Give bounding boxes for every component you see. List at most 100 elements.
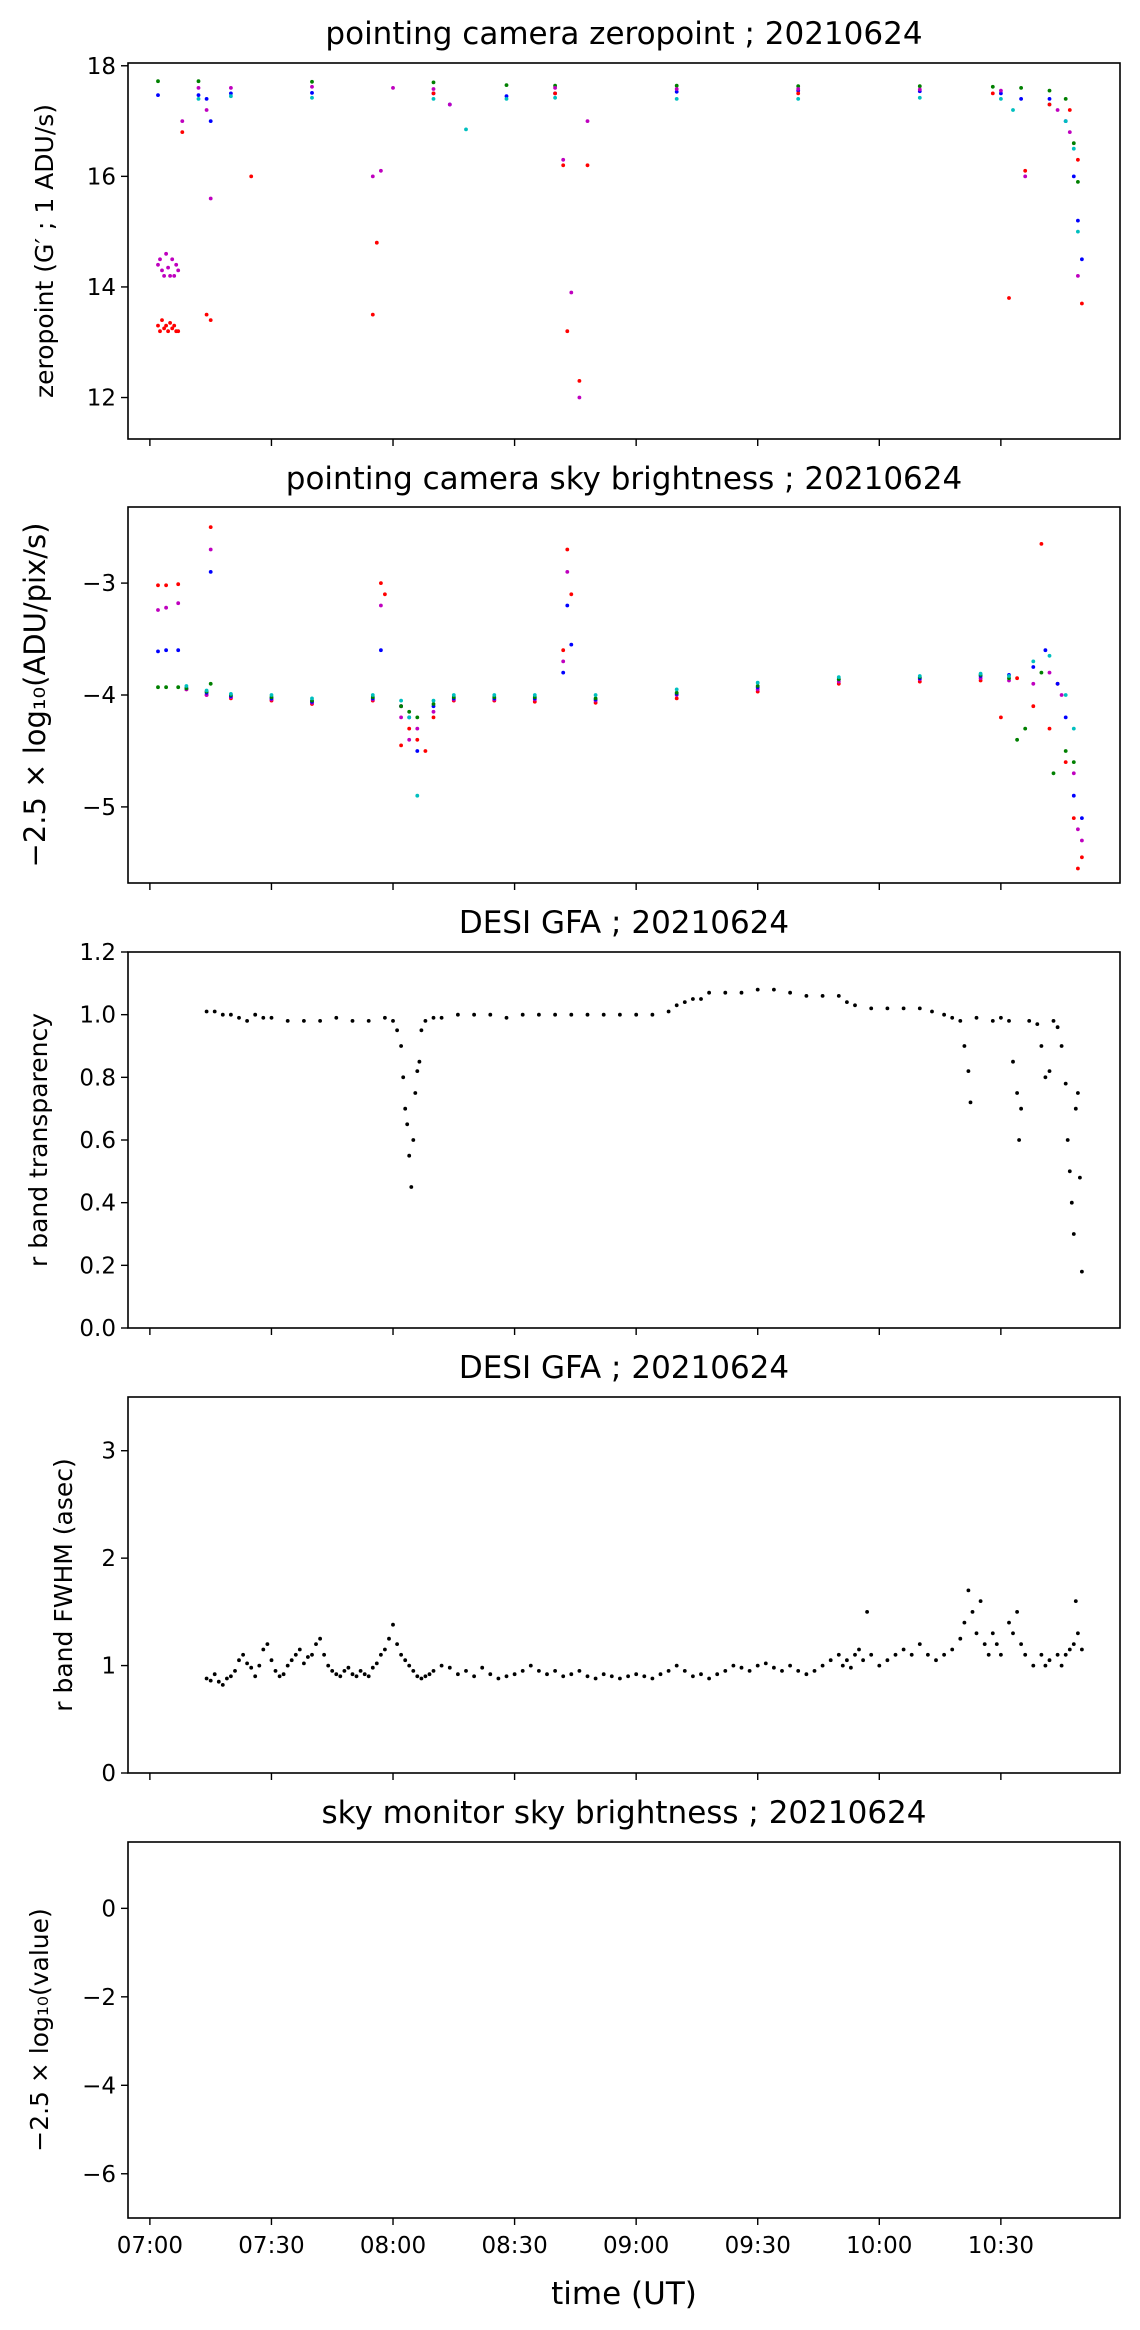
data-point <box>245 1019 250 1023</box>
data-point <box>1076 218 1080 223</box>
data-point <box>1071 146 1076 151</box>
data-point <box>585 119 590 123</box>
data-point <box>917 1006 922 1011</box>
data-point <box>326 1663 331 1668</box>
data-point <box>401 1075 406 1080</box>
data-point <box>464 127 468 132</box>
data-point <box>423 1019 428 1023</box>
data-point <box>739 990 744 995</box>
data-point <box>204 312 209 317</box>
data-point <box>180 130 185 135</box>
series-3 <box>156 84 1080 400</box>
data-point <box>577 1669 582 1673</box>
data-point <box>415 1674 420 1679</box>
data-point <box>346 1665 351 1670</box>
data-point <box>164 323 169 328</box>
data-point <box>431 698 436 703</box>
data-point <box>674 1663 679 1668</box>
data-point <box>1019 97 1023 101</box>
data-point <box>374 240 379 245</box>
y-tick-label: 0.2 <box>79 1253 116 1279</box>
data-point <box>739 1665 744 1670</box>
data-point <box>994 1642 999 1646</box>
data-point <box>650 1676 655 1681</box>
data-point <box>966 1069 971 1073</box>
data-point <box>1067 1647 1072 1652</box>
data-point <box>370 312 375 317</box>
data-point <box>804 994 809 998</box>
data-point <box>691 1674 695 1679</box>
data-point <box>318 1636 322 1641</box>
data-point <box>245 1661 250 1666</box>
data-point <box>820 1663 825 1668</box>
data-point <box>310 1652 314 1657</box>
axes-frame <box>127 62 1121 440</box>
data-point <box>1065 1138 1070 1142</box>
axes-frame <box>127 1841 1121 2219</box>
data-point <box>196 79 201 84</box>
data-point <box>212 1009 217 1014</box>
data-point <box>1080 816 1084 820</box>
y-axis-label: −2.5 × log₁₀(value) <box>25 1908 54 2152</box>
data-point <box>249 174 254 179</box>
y-tick-label: 3 <box>101 1439 116 1465</box>
data-point <box>1019 1642 1023 1646</box>
data-point <box>885 1006 890 1011</box>
data-point <box>204 97 209 101</box>
data-point <box>958 1019 963 1023</box>
data-point <box>431 702 436 706</box>
data-point <box>407 726 412 731</box>
data-point <box>618 1012 622 1017</box>
data-point <box>674 89 679 94</box>
data-point <box>812 1669 817 1673</box>
data-point <box>208 119 213 123</box>
data-point <box>1063 97 1068 101</box>
panel-transparency: DESI GFA ; 20210624 r band transparency … <box>24 905 1121 1342</box>
data-point <box>431 715 436 720</box>
data-point <box>561 659 566 664</box>
data-point <box>869 1652 874 1657</box>
data-point <box>861 1658 865 1663</box>
data-point <box>707 990 711 995</box>
data-point <box>1080 1269 1084 1274</box>
y-tick-label: −6 <box>82 2162 116 2188</box>
data-point <box>216 1679 221 1684</box>
data-point <box>208 547 213 552</box>
data-point <box>488 1012 493 1017</box>
data-point <box>585 1012 590 1017</box>
data-point <box>399 715 403 720</box>
data-point <box>285 1663 290 1668</box>
data-point <box>395 1028 399 1033</box>
data-point <box>917 84 922 89</box>
data-point <box>496 1676 501 1681</box>
data-point <box>917 1642 922 1646</box>
data-point <box>310 84 314 89</box>
data-point <box>208 570 213 574</box>
data-point <box>909 1652 914 1657</box>
data-point <box>405 1122 410 1127</box>
x-axis-label: time (UT) <box>551 2276 697 2312</box>
data-point <box>796 97 801 101</box>
data-point <box>208 525 213 529</box>
data-point <box>674 97 679 101</box>
data-point <box>370 693 375 697</box>
data-point <box>1019 86 1023 90</box>
data-point <box>391 1622 395 1627</box>
data-point <box>204 108 209 112</box>
data-point <box>1015 737 1019 742</box>
data-point <box>1047 88 1052 93</box>
data-point <box>176 329 181 334</box>
data-point <box>208 318 213 322</box>
data-point <box>561 1674 566 1679</box>
data-point <box>184 684 189 688</box>
data-point <box>504 1674 509 1679</box>
y-tick-label: 18 <box>87 54 116 80</box>
data-point <box>682 1000 687 1004</box>
data-point <box>370 174 375 179</box>
data-point <box>415 749 420 753</box>
data-point <box>1031 704 1036 709</box>
data-point <box>302 1661 306 1666</box>
data-point <box>974 1631 979 1636</box>
data-point <box>990 1019 995 1023</box>
data-point <box>370 1665 375 1670</box>
